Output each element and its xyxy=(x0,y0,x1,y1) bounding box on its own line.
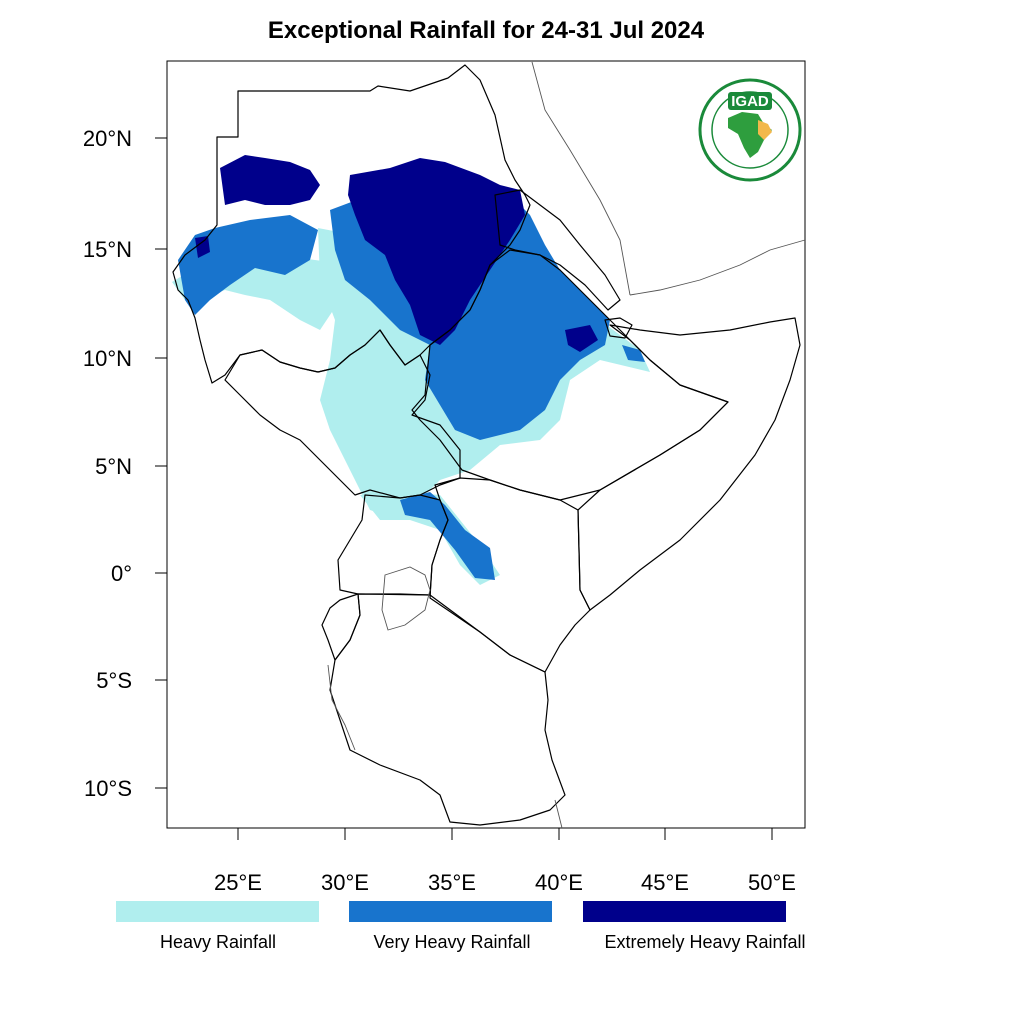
y-tick-label: 10°S xyxy=(84,776,132,801)
tanzania-border xyxy=(329,593,566,826)
very-heavy-rainfall-blob-east xyxy=(622,345,645,362)
x-tick-label: 30°E xyxy=(321,870,369,895)
logo-text: IGAD xyxy=(731,93,769,110)
djibouti-border xyxy=(604,317,633,339)
legend-swatch-very-heavy xyxy=(349,901,552,922)
extreme-rainfall-blob-north xyxy=(220,155,320,205)
x-tick-label: 40°E xyxy=(535,870,583,895)
lake-victoria xyxy=(381,566,431,631)
x-tick-label: 45°E xyxy=(641,870,689,895)
legend-label-extreme: Extremely Heavy Rainfall xyxy=(604,932,805,952)
y-tick-label: 5°S xyxy=(96,668,132,693)
eritrea-border xyxy=(494,189,621,311)
x-tick-label: 35°E xyxy=(428,870,476,895)
extreme-rainfall-area xyxy=(195,155,598,352)
south-sudan-border xyxy=(224,329,461,499)
x-tick-label: 50°E xyxy=(748,870,796,895)
extreme-rainfall-blob-east xyxy=(348,158,525,345)
lake-tanganyika xyxy=(327,664,356,751)
x-axis xyxy=(237,828,773,840)
rainfall-layer xyxy=(172,155,650,585)
legend: Heavy Rainfall Very Heavy Rainfall Extre… xyxy=(116,901,806,952)
y-tick-label: 15°N xyxy=(83,237,132,262)
legend-swatch-heavy xyxy=(116,901,319,922)
y-tick-label: 10°N xyxy=(83,346,132,371)
y-tick-labels: 20°N 15°N 10°N 5°N 0° 5°S 10°S xyxy=(83,126,132,801)
igad-region-icon xyxy=(758,120,772,140)
very-heavy-rainfall-blob-kenya xyxy=(400,492,495,580)
country-borders xyxy=(172,64,801,826)
mozambique-channel xyxy=(554,799,563,829)
water-bodies xyxy=(327,61,806,829)
x-tick-labels: 25°E 30°E 35°E 40°E 45°E 50°E xyxy=(214,870,796,895)
y-tick-label: 5°N xyxy=(95,454,132,479)
igad-logo: IGAD xyxy=(698,78,802,182)
legend-label-heavy: Heavy Rainfall xyxy=(160,932,276,952)
y-tick-label: 20°N xyxy=(83,126,132,151)
x-tick-label: 25°E xyxy=(214,870,262,895)
y-axis xyxy=(155,137,167,789)
map-title: Exceptional Rainfall for 24-31 Jul 2024 xyxy=(268,17,705,44)
somalia-border xyxy=(577,317,801,611)
extreme-rainfall-blob-highlands xyxy=(565,325,598,352)
legend-swatch-extreme xyxy=(583,901,786,922)
extreme-rainfall-blob-darfur xyxy=(195,236,210,258)
arabian-coast xyxy=(629,239,806,296)
logo-label-bg xyxy=(728,92,772,110)
red-sea-coast xyxy=(531,61,631,296)
y-tick-label: 0° xyxy=(111,561,132,586)
legend-label-very-heavy: Very Heavy Rainfall xyxy=(373,932,530,952)
very-heavy-rainfall-blob-west xyxy=(178,215,318,315)
